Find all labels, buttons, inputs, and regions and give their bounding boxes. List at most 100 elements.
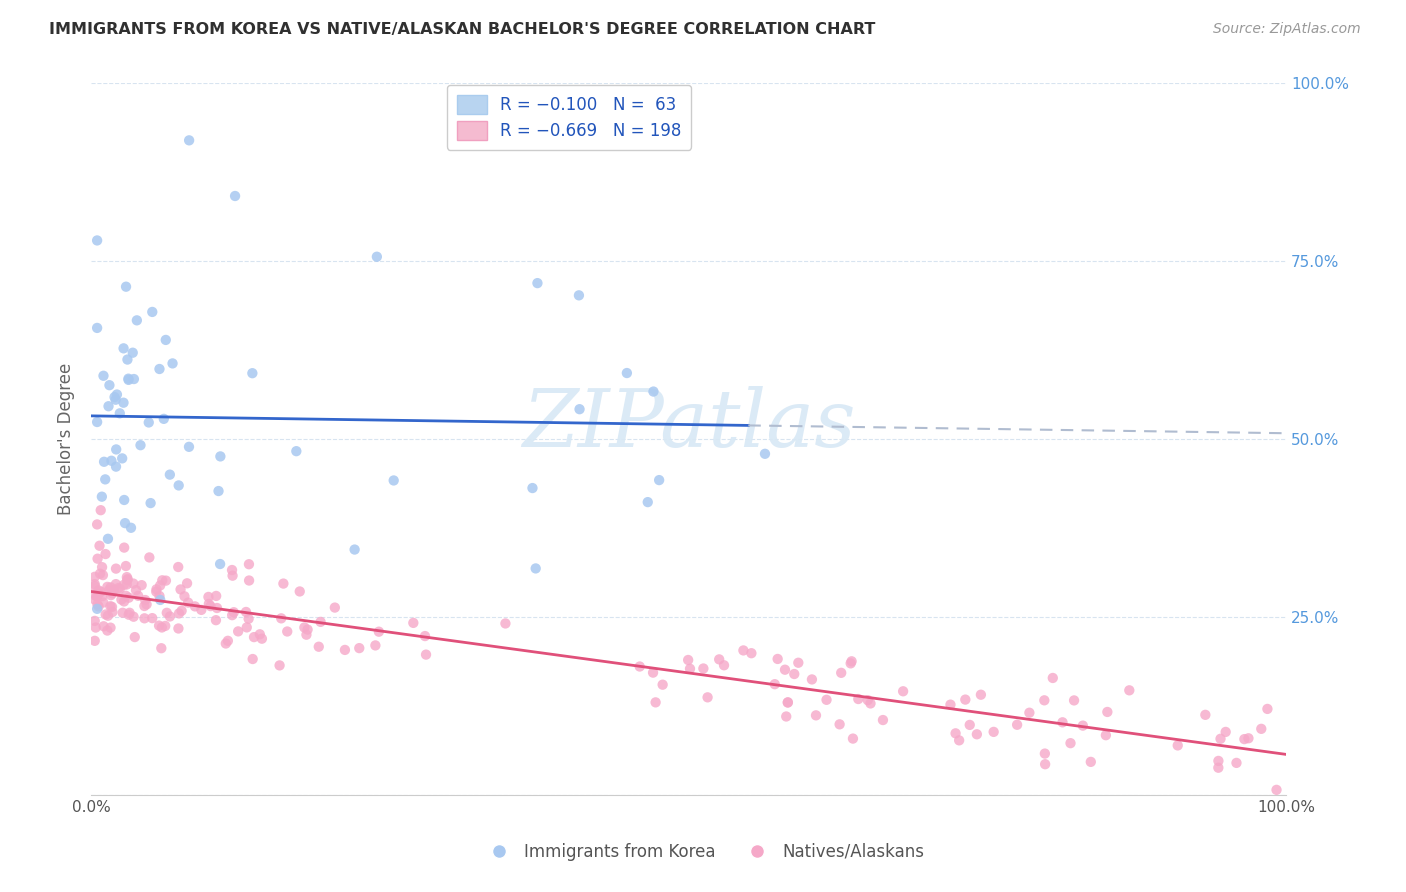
Point (740, 646, 762, 660)
Point (86, 234, 108, 248)
Point (104, 577, 127, 591)
Point (112, 342, 135, 356)
Point (948, 733, 970, 747)
Point (616, 366, 638, 380)
Point (112, 493, 135, 508)
Point (1018, 706, 1040, 720)
Point (97, 608, 120, 623)
Point (270, 611, 292, 625)
Point (94, 547, 117, 561)
Point (91, 595, 114, 609)
Point (754, 447, 776, 461)
Point (1033, 757, 1056, 772)
Point (415, 648, 437, 662)
Point (200, 599, 222, 613)
Point (127, 589, 149, 603)
Point (103, 390, 125, 404)
Point (101, 605, 124, 619)
Point (804, 708, 827, 723)
Point (125, 583, 148, 598)
Point (709, 652, 731, 666)
Point (121, 345, 143, 359)
Point (177, 440, 200, 454)
Point (839, 657, 862, 671)
Point (150, 574, 173, 588)
Point (226, 624, 249, 639)
Point (333, 643, 356, 657)
Point (859, 697, 882, 711)
Point (221, 568, 243, 582)
Point (269, 658, 291, 673)
Point (1033, 693, 1056, 707)
Point (524, 561, 547, 575)
Point (891, 684, 914, 698)
Point (100, 621, 122, 635)
Point (90, 503, 112, 517)
Point (115, 559, 138, 574)
Point (205, 589, 228, 603)
Point (117, 372, 139, 386)
Point (221, 563, 243, 577)
Point (651, 678, 673, 692)
Point (86, 590, 108, 604)
Point (295, 628, 318, 642)
Point (215, 636, 238, 650)
Point (966, 727, 988, 741)
Point (149, 593, 172, 607)
Point (205, 613, 228, 627)
Point (1233, 732, 1256, 747)
Point (676, 653, 699, 667)
Point (1208, 761, 1230, 775)
Point (526, 276, 548, 290)
Point (970, 688, 993, 702)
Point (939, 698, 962, 712)
Point (117, 352, 139, 367)
Point (945, 726, 967, 740)
Point (568, 288, 591, 302)
Point (90, 584, 112, 599)
Point (1033, 747, 1056, 761)
Point (94, 607, 117, 622)
Point (150, 641, 173, 656)
Point (86, 598, 108, 612)
Point (138, 416, 160, 430)
Point (959, 718, 981, 732)
Point (222, 605, 245, 619)
Point (110, 592, 132, 607)
Point (1250, 722, 1272, 736)
Point (141, 611, 163, 625)
Point (349, 641, 371, 656)
Point (89, 566, 111, 581)
Point (155, 574, 177, 588)
Point (141, 305, 163, 319)
Point (955, 692, 977, 706)
Point (494, 616, 516, 631)
Point (86, 551, 108, 566)
Point (323, 600, 346, 615)
Point (238, 558, 260, 572)
Point (628, 659, 651, 673)
Point (733, 643, 755, 657)
Point (776, 695, 799, 709)
Point (1052, 715, 1074, 730)
Point (1237, 731, 1260, 746)
Point (1215, 725, 1237, 739)
Point (1265, 782, 1288, 797)
Point (713, 658, 735, 673)
Point (692, 661, 714, 675)
Point (522, 481, 544, 495)
Point (167, 478, 190, 492)
Point (125, 313, 148, 327)
Point (207, 483, 229, 498)
Point (800, 673, 823, 687)
Point (98, 599, 121, 614)
Point (112, 578, 135, 592)
Legend: R = −0.100   N =  63, R = −0.669   N = 198: R = −0.100 N = 63, R = −0.669 N = 198 (447, 85, 692, 150)
Point (98, 583, 121, 598)
Point (87, 583, 110, 598)
Point (1167, 739, 1189, 753)
Text: Source: ZipAtlas.com: Source: ZipAtlas.com (1213, 22, 1361, 37)
Point (170, 604, 193, 618)
Point (83, 614, 105, 628)
Point (1209, 731, 1232, 746)
